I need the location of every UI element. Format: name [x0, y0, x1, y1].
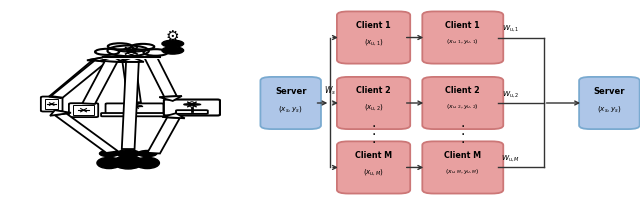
Polygon shape	[147, 117, 180, 153]
Polygon shape	[51, 60, 107, 98]
Circle shape	[116, 150, 140, 157]
Ellipse shape	[143, 49, 168, 56]
FancyBboxPatch shape	[101, 113, 168, 116]
FancyBboxPatch shape	[422, 77, 503, 129]
Text: $(x_s, y_s)$: $(x_s, y_s)$	[278, 104, 303, 114]
Text: $(x_s, y_s)$: $(x_s, y_s)$	[597, 104, 622, 114]
FancyBboxPatch shape	[422, 141, 503, 194]
Text: $(x_{u,M})$: $(x_{u,M})$	[363, 166, 384, 177]
FancyBboxPatch shape	[337, 12, 410, 64]
Text: ·: ·	[371, 136, 376, 150]
Ellipse shape	[113, 156, 143, 169]
FancyBboxPatch shape	[45, 99, 58, 109]
Ellipse shape	[131, 44, 154, 50]
Text: Server: Server	[594, 87, 625, 96]
Ellipse shape	[135, 157, 159, 169]
Text: ·: ·	[461, 128, 465, 142]
Circle shape	[127, 49, 136, 52]
Text: Client 1: Client 1	[445, 21, 480, 30]
FancyBboxPatch shape	[69, 103, 98, 117]
Text: $W_{u,2}$: $W_{u,2}$	[502, 89, 520, 99]
FancyBboxPatch shape	[260, 77, 321, 129]
Ellipse shape	[162, 47, 184, 54]
FancyBboxPatch shape	[176, 110, 208, 114]
Ellipse shape	[108, 43, 132, 49]
Circle shape	[138, 150, 157, 157]
Ellipse shape	[108, 46, 149, 56]
FancyBboxPatch shape	[337, 141, 410, 194]
FancyBboxPatch shape	[102, 56, 160, 59]
Text: ·: ·	[461, 136, 465, 150]
Text: $W_{u,M}$: $W_{u,M}$	[501, 153, 520, 163]
Polygon shape	[122, 62, 139, 149]
Text: $(x_{u,2}, y_{u,2})$: $(x_{u,2}, y_{u,2})$	[446, 103, 479, 111]
FancyBboxPatch shape	[164, 99, 220, 116]
Text: Client M: Client M	[355, 151, 392, 160]
Text: Server: Server	[275, 87, 307, 96]
Polygon shape	[50, 110, 71, 116]
Polygon shape	[87, 57, 108, 63]
Circle shape	[99, 150, 118, 157]
Polygon shape	[90, 57, 111, 62]
Polygon shape	[49, 61, 104, 98]
Polygon shape	[54, 114, 118, 153]
FancyBboxPatch shape	[422, 12, 503, 64]
Circle shape	[162, 40, 184, 47]
Polygon shape	[83, 61, 117, 104]
Text: $W_{u,1}$: $W_{u,1}$	[502, 23, 520, 33]
Polygon shape	[121, 57, 144, 62]
Text: ·: ·	[371, 119, 376, 133]
Ellipse shape	[102, 54, 160, 59]
Text: Client 1: Client 1	[356, 21, 391, 30]
Text: Client 2: Client 2	[445, 86, 480, 95]
Text: $(x_{u,1}, y_{u,1})$: $(x_{u,1}, y_{u,1})$	[446, 37, 479, 46]
Polygon shape	[159, 96, 182, 101]
FancyBboxPatch shape	[337, 77, 410, 129]
Polygon shape	[144, 57, 177, 97]
FancyBboxPatch shape	[74, 105, 93, 115]
Polygon shape	[122, 62, 141, 102]
Text: $W_s$: $W_s$	[324, 84, 337, 97]
Text: $(x_{u,2})$: $(x_{u,2})$	[364, 102, 383, 112]
Text: ·: ·	[371, 128, 376, 142]
Text: Client M: Client M	[444, 151, 481, 160]
FancyBboxPatch shape	[41, 97, 63, 111]
Polygon shape	[100, 57, 122, 62]
Text: ⚙: ⚙	[166, 29, 180, 44]
FancyBboxPatch shape	[106, 103, 164, 115]
Text: $(x_{u,M}, y_{u,M})$: $(x_{u,M}, y_{u,M})$	[445, 167, 480, 176]
Text: $(x_{u,1})$: $(x_{u,1})$	[364, 37, 383, 47]
Ellipse shape	[97, 157, 121, 169]
Text: ·: ·	[461, 119, 465, 133]
Text: Client 2: Client 2	[356, 86, 391, 95]
FancyBboxPatch shape	[579, 77, 639, 129]
Polygon shape	[162, 113, 185, 118]
Polygon shape	[117, 57, 140, 62]
Ellipse shape	[95, 49, 119, 55]
